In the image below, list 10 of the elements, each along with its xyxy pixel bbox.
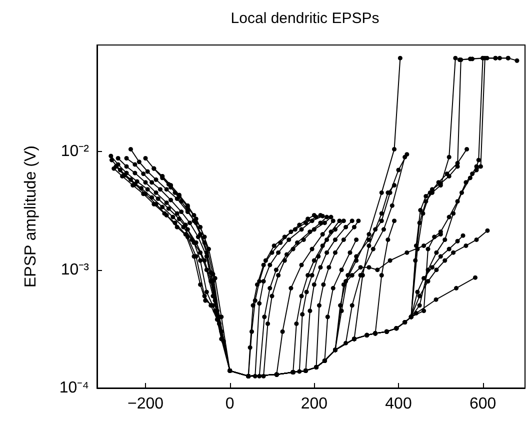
x-tick-label: 200 [300, 396, 328, 412]
y-tick-label: 10⁻² [60, 143, 90, 160]
x-tick-label: −200 [127, 396, 164, 412]
x-tick-label: 400 [385, 396, 412, 412]
x-tick-label: 600 [469, 396, 496, 412]
y-axis-title: EPSP amplitude (V) [22, 146, 40, 288]
y-tick-label: 10⁻³ [60, 261, 90, 278]
x-tick-label: 0 [225, 396, 234, 412]
chart-title: Local dendritic EPSPs [230, 10, 380, 27]
y-tick-label: 10⁻⁴ [59, 380, 90, 396]
